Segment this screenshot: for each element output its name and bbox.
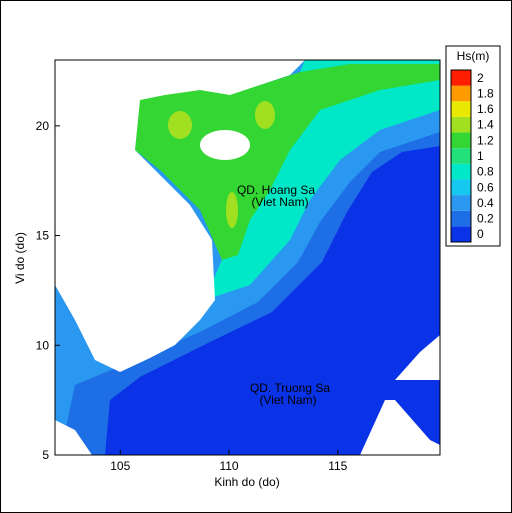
x-tick-label: 105 — [110, 459, 130, 473]
colorbar-swatch — [451, 210, 471, 227]
colorbar-label: 1.8 — [477, 86, 494, 100]
colorbar-label: 0.4 — [477, 196, 494, 210]
land — [55, 420, 92, 455]
y-tick-label: 15 — [36, 229, 50, 243]
colorbar-swatch — [451, 163, 471, 180]
region — [168, 111, 192, 139]
annotation: (Viet Nam) — [251, 195, 308, 209]
x-tick-label: 115 — [328, 459, 347, 473]
y-axis-label: Vi do (do) — [13, 232, 27, 284]
map — [55, 60, 440, 455]
colorbar-frame — [450, 69, 472, 243]
land — [360, 400, 440, 455]
x-tick-label: 110 — [219, 459, 238, 473]
annotation: QD. Hoang Sa — [237, 183, 315, 197]
y-tick-label: 5 — [42, 448, 49, 462]
colorbar-label: 0.8 — [477, 165, 494, 179]
colorbar-title: Hs(m) — [457, 49, 490, 63]
y-tick-label: 20 — [36, 119, 50, 133]
colorbar-swatch — [451, 85, 471, 102]
colorbar-label: 1.4 — [477, 118, 494, 132]
land — [200, 130, 250, 160]
colorbar-swatch — [451, 132, 471, 149]
colorbar-label: 0 — [477, 227, 484, 241]
y-tick-label: 10 — [36, 338, 50, 352]
region — [255, 101, 275, 129]
colorbar-label: 0.6 — [477, 180, 494, 194]
region — [226, 192, 238, 228]
region — [205, 60, 440, 300]
colorbar-swatch — [451, 70, 471, 86]
colorbar-label: 1.6 — [477, 102, 494, 116]
region — [105, 146, 440, 455]
colorbar-swatch — [451, 226, 471, 242]
colorbar-swatch — [451, 179, 471, 196]
colorbar-label: 2 — [477, 71, 484, 85]
colorbar-swatch — [451, 116, 471, 133]
colorbar-swatch — [451, 148, 471, 164]
colorbar-label: 1 — [477, 149, 484, 163]
annotation: QD. Truong Sa — [250, 381, 330, 395]
land — [395, 335, 440, 380]
land — [55, 60, 305, 372]
colorbar-swatch — [451, 195, 471, 211]
colorbar-swatch — [451, 101, 471, 117]
plot-frame — [54, 59, 441, 456]
annotation: (Viet Nam) — [259, 393, 316, 407]
region — [135, 64, 440, 260]
colorbar-label: 0.2 — [477, 212, 494, 226]
colorbar-label: 1.2 — [477, 133, 494, 147]
x-axis-label: Kinh do (do) — [214, 475, 279, 489]
